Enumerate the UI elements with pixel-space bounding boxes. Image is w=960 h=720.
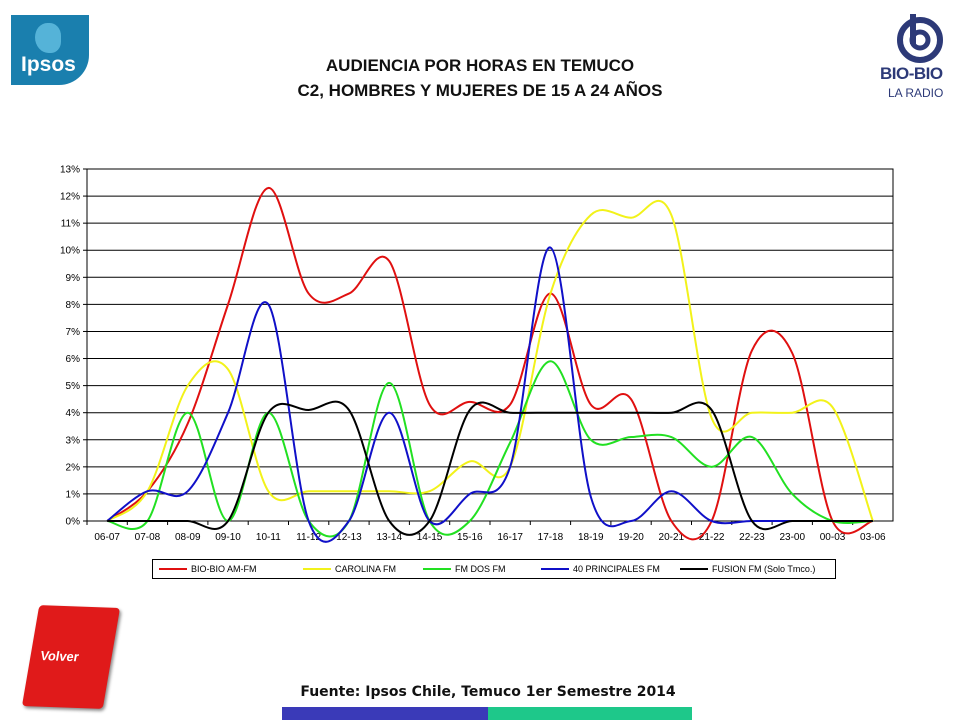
x-tick-label: 00-03 <box>820 532 846 543</box>
x-tick-label: 15-16 <box>457 532 483 543</box>
x-tick-label: 12-13 <box>336 532 362 543</box>
footer-bar-green <box>488 707 692 720</box>
y-tick-label: 13% <box>60 165 80 176</box>
legend-label: CAROLINA FM <box>335 564 397 574</box>
x-tick-label: 06-07 <box>94 532 120 543</box>
y-tick-label: 4% <box>66 408 81 419</box>
y-tick-label: 2% <box>66 462 81 473</box>
y-tick-label: 0% <box>66 517 81 528</box>
legend-swatch <box>159 568 187 570</box>
x-tick-label: 14-15 <box>417 532 443 543</box>
chart-title-line1: AUDIENCIA POR HORAS EN TEMUCO <box>325 56 635 75</box>
chart-legend: BIO-BIO AM-FM CAROLINA FM FM DOS FM 40 PRIN… <box>152 559 836 579</box>
x-tick-label: 08-09 <box>175 532 201 543</box>
x-tick-label: 22-23 <box>739 532 765 543</box>
legend-label: BIO-BIO AM-FM <box>191 564 257 574</box>
legend-swatch <box>541 568 569 570</box>
footer-bar-blue <box>282 707 488 720</box>
legend-item: FM DOS FM <box>423 562 506 576</box>
x-tick-label: 11-12 <box>296 532 321 543</box>
source-note: Fuente: Ipsos Chile, Temuco 1er Semestre… <box>300 684 676 700</box>
y-tick-label: 12% <box>60 192 80 203</box>
x-tick-label: 21-22 <box>699 532 725 543</box>
y-tick-label: 3% <box>66 435 81 446</box>
y-tick-label: 11% <box>61 219 80 230</box>
x-tick-label: 17-18 <box>538 532 564 543</box>
x-tick-label: 16-17 <box>497 532 523 543</box>
series-line-4 <box>107 400 873 536</box>
x-tick-label: 23-00 <box>779 532 805 543</box>
line-chart: 0% 1% 2% 3% 4% 5% 6% 7% 8% 9% 10% 11% 12% 13% 06-07 07-… <box>60 165 894 543</box>
series-line-3 <box>106 246 873 543</box>
ipsos-head-icon <box>35 23 61 53</box>
series-line-0 <box>106 186 874 541</box>
x-tick-label: 10-11 <box>256 532 281 543</box>
x-tick-label: 07-08 <box>135 532 161 543</box>
ipsos-logo: Ipsos <box>11 15 89 85</box>
plot-area <box>86 168 894 522</box>
biobio-logo-text: BIO-BIO <box>880 64 943 83</box>
legend-swatch <box>303 568 331 570</box>
legend-item: CAROLINA FM <box>303 562 396 576</box>
legend-item: 40 PRINCIPALES FM <box>541 562 660 576</box>
volver-button-label: Volver <box>39 647 81 665</box>
y-tick-label: 6% <box>66 354 81 365</box>
biobio-logo-subtext: LA RADIO <box>888 86 944 100</box>
chart-title-line2: C2, HOMBRES Y MUJERES DE 15 A 24 AÑOS <box>297 81 663 100</box>
legend-label: 40 PRINCIPALES FM <box>573 564 660 574</box>
x-tick-label: 19-20 <box>618 532 644 543</box>
y-tick-label: 10% <box>60 246 80 257</box>
legend-item: FUSION FM (Solo Tmco.) <box>680 562 815 576</box>
x-tick-label: 09-10 <box>215 532 241 543</box>
y-tick-label: 7% <box>66 327 81 338</box>
legend-label: FM DOS FM <box>455 564 506 574</box>
biobio-mark-icon <box>897 14 943 63</box>
x-tick-label: 18-19 <box>578 532 604 543</box>
biobio-logo: BIO-BIO LA RADIO <box>880 12 950 107</box>
x-tick-label: 20-21 <box>659 532 685 543</box>
ipsos-logo-text: Ipsos <box>21 53 76 76</box>
volver-button[interactable]: Volver <box>21 605 121 709</box>
y-tick-label: 1% <box>66 489 81 500</box>
y-tick-label: 5% <box>66 381 81 392</box>
legend-swatch <box>680 568 708 570</box>
legend-label: FUSION FM (Solo Tmco.) <box>712 564 816 574</box>
x-tick-label: 03-06 <box>860 532 886 543</box>
legend-item: BIO-BIO AM-FM <box>159 562 257 576</box>
y-tick-label: 9% <box>66 273 81 284</box>
x-tick-label: 13-14 <box>376 532 402 543</box>
legend-swatch <box>423 568 451 570</box>
y-tick-label: 8% <box>66 300 81 311</box>
